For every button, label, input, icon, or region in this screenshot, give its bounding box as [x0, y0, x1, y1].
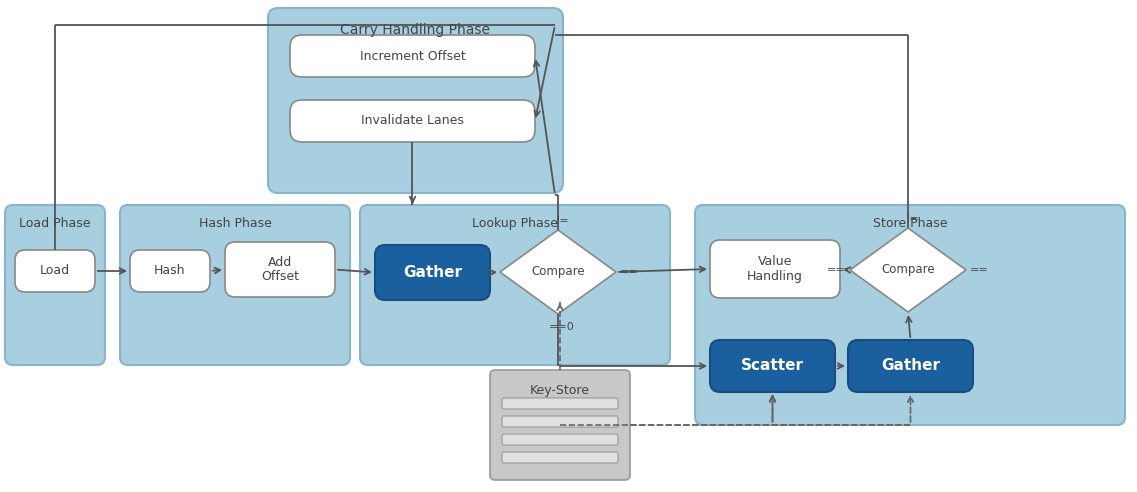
Text: Add
Offset: Add Offset: [262, 255, 299, 283]
Text: ==: ==: [828, 265, 846, 275]
FancyBboxPatch shape: [503, 434, 619, 445]
Text: Value
Handling: Value Handling: [747, 255, 803, 283]
Text: ==: ==: [620, 267, 639, 277]
FancyBboxPatch shape: [375, 245, 490, 300]
FancyBboxPatch shape: [848, 340, 973, 392]
FancyBboxPatch shape: [225, 242, 335, 297]
Text: Increment Offset: Increment Offset: [359, 50, 465, 62]
FancyBboxPatch shape: [130, 250, 210, 292]
Text: Key-Store: Key-Store: [530, 384, 590, 397]
Text: Gather: Gather: [402, 265, 462, 280]
Text: Load Phase: Load Phase: [19, 217, 91, 230]
FancyBboxPatch shape: [503, 398, 619, 409]
FancyBboxPatch shape: [503, 416, 619, 427]
Text: ==: ==: [970, 265, 989, 275]
FancyBboxPatch shape: [5, 205, 105, 365]
Text: Carry Handling Phase: Carry Handling Phase: [340, 23, 490, 37]
Text: Store Phase: Store Phase: [873, 217, 947, 230]
FancyBboxPatch shape: [290, 100, 536, 142]
Polygon shape: [500, 230, 616, 314]
Text: ==0: ==0: [549, 322, 575, 332]
Text: Compare: Compare: [531, 266, 584, 278]
FancyBboxPatch shape: [290, 35, 536, 77]
Text: Gather: Gather: [881, 359, 940, 373]
Text: Compare: Compare: [881, 264, 935, 277]
Text: !=: !=: [905, 214, 919, 224]
FancyBboxPatch shape: [121, 205, 350, 365]
FancyBboxPatch shape: [695, 205, 1124, 425]
FancyBboxPatch shape: [268, 8, 563, 193]
Text: Scatter: Scatter: [741, 359, 804, 373]
FancyBboxPatch shape: [360, 205, 670, 365]
Text: Load: Load: [40, 265, 70, 277]
FancyBboxPatch shape: [490, 370, 630, 480]
Text: Hash: Hash: [155, 265, 185, 277]
Text: Hash Phase: Hash Phase: [199, 217, 272, 230]
Text: Lookup Phase: Lookup Phase: [472, 217, 558, 230]
FancyBboxPatch shape: [709, 340, 835, 392]
FancyBboxPatch shape: [503, 452, 619, 463]
FancyBboxPatch shape: [15, 250, 96, 292]
Text: Invalidate Lanes: Invalidate Lanes: [362, 115, 464, 127]
FancyBboxPatch shape: [709, 240, 840, 298]
Polygon shape: [850, 228, 966, 312]
Text: !=: !=: [555, 216, 568, 226]
